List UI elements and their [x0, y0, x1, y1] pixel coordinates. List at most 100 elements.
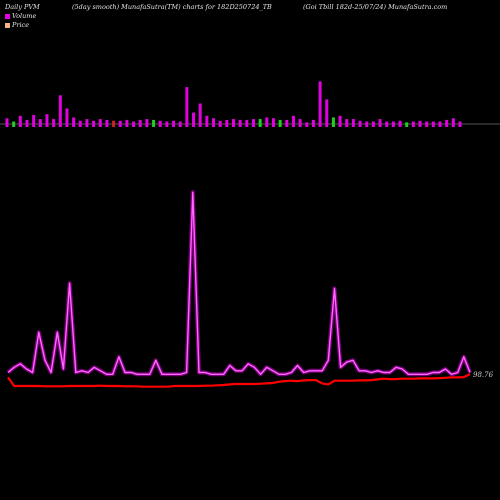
- volume-bar: [138, 119, 142, 124]
- volume-bar: [12, 121, 16, 124]
- volume-bar: [418, 120, 422, 124]
- volume-bar-tick: [192, 124, 196, 127]
- volume-bar-tick: [152, 124, 156, 127]
- volume-bar-tick: [178, 124, 182, 127]
- volume-bar: [365, 121, 369, 124]
- volume-bar: [212, 118, 216, 124]
- volume-bar: [405, 122, 409, 124]
- volume-bar-tick: [132, 124, 136, 127]
- volume-bar-tick: [278, 124, 282, 127]
- legend-price-label: Price: [12, 21, 30, 29]
- volume-bar: [92, 120, 96, 124]
- volume-bar-tick: [98, 124, 102, 127]
- volume-bar-tick: [325, 124, 329, 127]
- volume-bar: [438, 121, 442, 124]
- volume-bar-tick: [105, 124, 109, 127]
- volume-bar: [225, 119, 229, 124]
- volume-bar-tick: [385, 124, 389, 127]
- volume-bar-tick: [285, 124, 289, 127]
- volume-bar-tick: [431, 124, 435, 127]
- volume-bar: [358, 120, 362, 124]
- volume-bar-tick: [38, 124, 42, 127]
- volume-bar-tick: [172, 124, 176, 127]
- volume-bar: [218, 120, 222, 124]
- volume-bar: [58, 95, 62, 124]
- volume-bar: [78, 120, 82, 124]
- volume-bar: [371, 121, 375, 124]
- volume-bar-tick: [298, 124, 302, 127]
- volume-bar: [32, 114, 36, 124]
- volume-bar-tick: [65, 124, 69, 127]
- volume-bar: [25, 119, 29, 124]
- volume-bar: [152, 119, 156, 124]
- volume-bar: [245, 119, 249, 124]
- volume-bar-tick: [371, 124, 375, 127]
- volume-bar-tick: [238, 124, 242, 127]
- volume-bar-tick: [458, 124, 462, 127]
- volume-bar: [165, 121, 169, 124]
- volume-bar-tick: [365, 124, 369, 127]
- volume-bar-tick: [358, 124, 362, 127]
- volume-bar: [311, 119, 315, 124]
- volume-bar-tick: [138, 124, 142, 127]
- volume-bar: [118, 120, 122, 124]
- volume-bar-tick: [245, 124, 249, 127]
- volume-bar-tick: [391, 124, 395, 127]
- volume-bar: [425, 121, 429, 124]
- volume-bar-tick: [351, 124, 355, 127]
- volume-bar: [278, 119, 282, 124]
- volume-bar-tick: [405, 124, 409, 127]
- volume-bar: [271, 118, 275, 124]
- volume-bar-tick: [225, 124, 229, 127]
- volume-bar-tick: [418, 124, 422, 127]
- volume-bar: [185, 87, 189, 124]
- volume-bar-tick: [45, 124, 49, 127]
- legend-price-swatch: [5, 22, 10, 28]
- legend-price: Price: [5, 21, 29, 29]
- volume-bar-tick: [212, 124, 216, 127]
- volume-bar-tick: [398, 124, 402, 127]
- volume-bar-tick: [311, 124, 315, 127]
- volume-bar-tick: [18, 124, 22, 127]
- volume-bar-tick: [5, 124, 9, 127]
- volume-bar: [98, 119, 102, 124]
- price-line: [7, 373, 471, 388]
- volume-bar-tick: [271, 124, 275, 127]
- volume-bar-tick: [158, 124, 162, 127]
- volume-bar: [172, 120, 176, 124]
- volume-bar: [258, 119, 262, 124]
- volume-bar: [378, 119, 382, 124]
- volume-bar-tick: [445, 124, 449, 127]
- volume-bar-tick: [118, 124, 122, 127]
- volume-bar-tick: [198, 124, 202, 127]
- volume-bar-tick: [125, 124, 129, 127]
- volume-bar: [52, 119, 56, 124]
- volume-bar-tick: [258, 124, 262, 127]
- volume-smooth-glow: [6, 190, 472, 377]
- volume-bar-tick: [25, 124, 29, 127]
- volume-bar-tick: [58, 124, 62, 127]
- volume-bar: [351, 119, 355, 124]
- volume-bar: [445, 119, 449, 124]
- volume-bar-tick: [318, 124, 322, 127]
- volume-bar: [158, 120, 162, 124]
- volume-bar-tick: [265, 124, 269, 127]
- legend-volume-swatch: [5, 13, 10, 19]
- volume-bar: [325, 99, 329, 124]
- volume-bar-tick: [331, 124, 335, 127]
- volume-bar-tick: [438, 124, 442, 127]
- volume-bar: [391, 121, 395, 124]
- volume-bar-tick: [72, 124, 76, 127]
- volume-bar: [238, 119, 242, 124]
- volume-bar-tick: [205, 124, 209, 127]
- volume-bar: [105, 119, 109, 124]
- volume-bar-tick: [165, 124, 169, 127]
- chart-title: (5day smooth) MunafaSutra(TM) charts for…: [72, 3, 272, 11]
- volume-bar: [318, 81, 322, 124]
- volume-bar-tick: [32, 124, 36, 127]
- volume-bar: [112, 120, 116, 124]
- volume-bar-tick: [345, 124, 349, 127]
- volume-bar: [45, 114, 49, 124]
- chart-type-label: Daily PVM: [5, 3, 40, 11]
- volume-bar-tick: [92, 124, 96, 127]
